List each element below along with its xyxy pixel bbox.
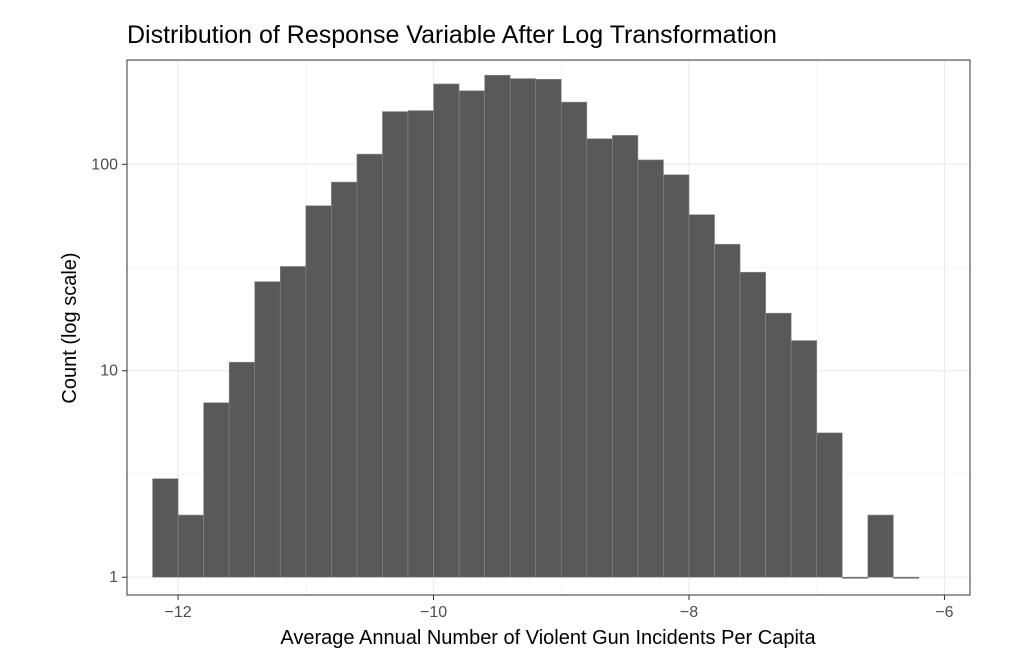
histogram-bar: [535, 79, 562, 578]
histogram-bar: [586, 138, 613, 578]
histogram-bar: [254, 281, 281, 578]
x-tick-label: −8: [680, 604, 698, 621]
histogram-bars: [152, 74, 920, 579]
histogram-bar: [841, 576, 869, 579]
histogram-bar: [663, 174, 690, 578]
histogram-bar: [433, 83, 460, 578]
histogram-bar: [177, 514, 204, 578]
histogram-bar: [228, 361, 256, 578]
histogram-bar: [484, 74, 511, 578]
histogram-bar: [893, 576, 920, 579]
histogram-bar: [509, 78, 537, 578]
histogram-bar: [816, 432, 843, 578]
y-axis: 1 10 100: [91, 156, 127, 586]
x-tick-label: −12: [165, 604, 192, 621]
histogram-bar: [305, 205, 332, 578]
histogram-bar: [331, 181, 358, 578]
histogram-bar: [612, 135, 639, 578]
histogram-bar: [382, 111, 409, 578]
histogram-bar: [688, 214, 715, 578]
chart-title: Distribution of Response Variable After …: [127, 21, 777, 49]
x-tick-label: −6: [935, 604, 953, 621]
histogram-bar: [458, 90, 485, 578]
histogram-bar: [203, 402, 230, 578]
histogram-bar: [714, 243, 741, 578]
histogram-bar: [637, 159, 664, 578]
histogram-bar: [867, 514, 894, 578]
y-axis-label: Count (log scale): [59, 252, 81, 403]
y-tick-label: 10: [100, 363, 118, 380]
histogram-bar: [560, 101, 588, 578]
histogram-bar: [790, 340, 818, 578]
y-tick-label: 100: [91, 156, 118, 173]
x-axis: −12 −10 −8 −6: [165, 595, 954, 621]
x-axis-label: Average Annual Number of Violent Gun Inc…: [280, 627, 816, 649]
histogram-bar: [765, 312, 792, 578]
histogram-bar: [279, 266, 307, 578]
y-tick-label: 1: [109, 569, 118, 586]
histogram-bar: [739, 271, 766, 578]
x-tick-label: −10: [420, 604, 447, 621]
histogram-bar: [407, 110, 434, 578]
plot-panel-border: [126, 59, 971, 596]
histogram-bar: [356, 153, 383, 578]
histogram-bar: [152, 478, 179, 578]
